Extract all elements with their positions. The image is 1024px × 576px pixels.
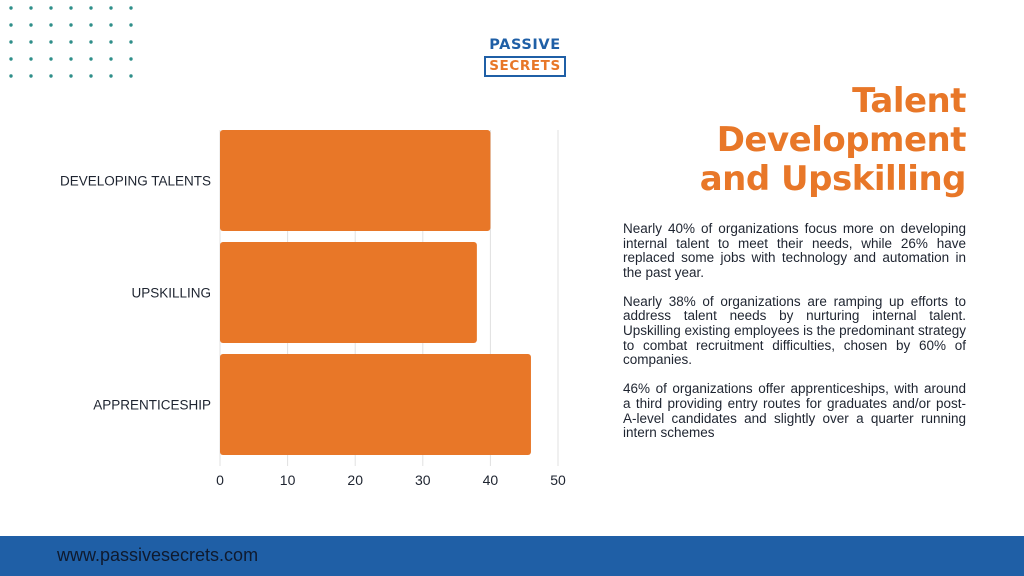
dot <box>89 57 93 61</box>
bar <box>220 130 491 231</box>
dot <box>89 74 93 78</box>
category-label: UPSKILLING <box>131 286 211 301</box>
dot <box>69 6 73 10</box>
dot <box>109 57 113 61</box>
dot <box>129 57 133 61</box>
paragraph-upskilling: Nearly 38% of organizations are ramping … <box>623 293 966 368</box>
category-label: DEVELOPING TALENTS <box>60 174 211 189</box>
dot <box>9 40 13 44</box>
dot <box>49 6 53 10</box>
passive-secrets-logo: PASSIVE SECRETS <box>484 37 566 77</box>
footer-bar: www.passivesecrets.com <box>0 536 1024 576</box>
x-tick-label: 20 <box>347 472 363 488</box>
footer-url[interactable]: www.passivesecrets.com <box>57 545 259 565</box>
title-line-3: and Upskilling <box>699 159 967 199</box>
bar <box>220 354 531 455</box>
x-tick-label: 10 <box>280 472 296 488</box>
dot <box>129 74 133 78</box>
dot <box>109 6 113 10</box>
dot <box>89 40 93 44</box>
dot <box>49 57 53 61</box>
bar-chart-svg: 0 10 20 30 40 50 DEVELOPING TALENTS UPSKILLING A… <box>60 130 566 488</box>
dot <box>9 23 13 27</box>
dot <box>89 23 93 27</box>
dot <box>49 23 53 27</box>
dot <box>89 6 93 10</box>
bar <box>220 242 477 343</box>
title-line-1: Talent <box>852 81 966 121</box>
dot <box>69 23 73 27</box>
logo-line-2: SECRETS <box>484 56 566 77</box>
x-tick-label: 40 <box>483 472 499 488</box>
dot <box>69 57 73 61</box>
dot <box>109 40 113 44</box>
dot <box>129 40 133 44</box>
description-text: Nearly 40% of organizations focus more o… <box>623 221 966 455</box>
dot <box>129 6 133 10</box>
dot <box>29 40 33 44</box>
dot <box>49 40 53 44</box>
dot <box>69 74 73 78</box>
dot <box>29 6 33 10</box>
x-tick-label: 0 <box>216 472 224 488</box>
dot <box>109 23 113 27</box>
dot <box>129 23 133 27</box>
dot <box>9 6 13 10</box>
paragraph-apprenticeship: 46% of organizations offer apprenticeshi… <box>623 381 966 441</box>
dot <box>109 74 113 78</box>
page-title: Talent Development and Upskilling <box>626 81 967 199</box>
x-tick-label: 30 <box>415 472 431 488</box>
paragraph-developing: Nearly 40% of organizations focus more o… <box>623 221 966 280</box>
dot <box>49 74 53 78</box>
decorative-dots <box>9 6 133 78</box>
dot <box>69 40 73 44</box>
dot <box>29 74 33 78</box>
dot <box>9 74 13 78</box>
title-line-2: Development <box>716 120 967 160</box>
x-tick-label: 50 <box>550 472 566 488</box>
dot <box>9 57 13 61</box>
category-label: APPRENTICESHIP <box>93 398 211 413</box>
bar-chart: 0 10 20 30 40 50 DEVELOPING TALENTS UPSKILLING A… <box>0 120 600 495</box>
logo-line-1: PASSIVE <box>489 37 561 53</box>
dot <box>29 23 33 27</box>
dot <box>29 57 33 61</box>
